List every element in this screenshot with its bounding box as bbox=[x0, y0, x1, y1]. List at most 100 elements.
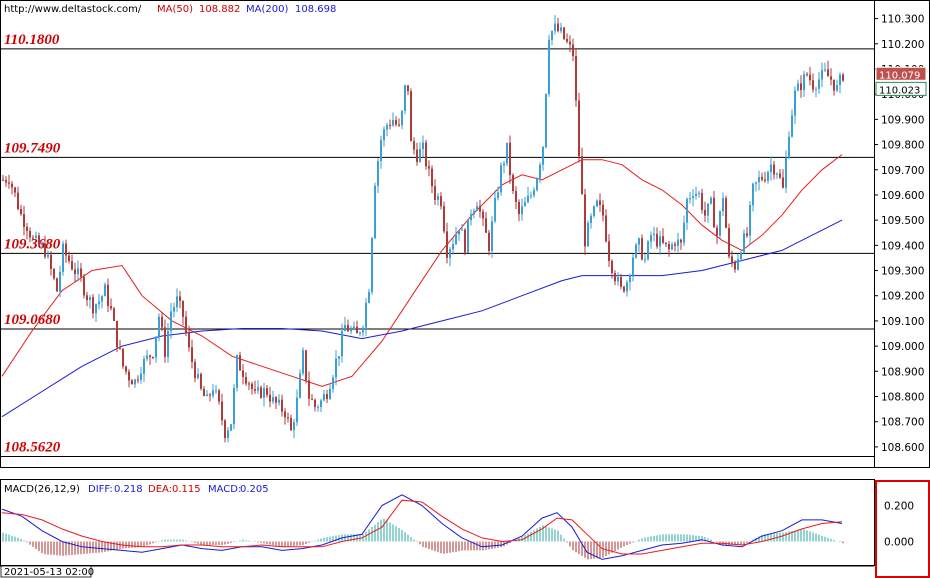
bear-candle bbox=[23, 214, 25, 227]
price-tick-label: 109.500 bbox=[881, 215, 924, 227]
price-tick-label: 109.300 bbox=[881, 266, 924, 278]
bear-candle bbox=[305, 350, 307, 381]
bull-candle bbox=[617, 277, 619, 282]
diff-value: 0.218 bbox=[114, 484, 143, 495]
bull-candle bbox=[371, 238, 373, 292]
bear-candle bbox=[704, 209, 706, 216]
bull-candle bbox=[461, 229, 463, 231]
bear-candle bbox=[281, 399, 283, 412]
bear-candle bbox=[599, 200, 601, 205]
site-url[interactable]: http://www.deltastock.com/ bbox=[4, 4, 142, 15]
bull-candle bbox=[698, 193, 700, 195]
bull-candle bbox=[722, 198, 724, 212]
bear-candle bbox=[428, 166, 430, 169]
bear-candle bbox=[188, 332, 190, 348]
bear-candle bbox=[806, 74, 808, 76]
macd-indicator: 0.200 0.000 bbox=[1, 494, 914, 560]
bear-candle bbox=[26, 226, 28, 231]
bear-candle bbox=[827, 69, 829, 77]
time-label-box bbox=[0, 565, 92, 578]
bull-candle bbox=[710, 197, 712, 204]
bear-candle bbox=[488, 232, 490, 251]
bear-candle bbox=[578, 100, 580, 157]
bear-candle bbox=[413, 141, 415, 150]
bull-candle bbox=[593, 206, 595, 216]
bull-candle bbox=[62, 243, 64, 272]
bear-candle bbox=[464, 229, 466, 253]
ma50-value: 108.882 bbox=[199, 4, 240, 15]
bear-candle bbox=[182, 300, 184, 317]
bull-candle bbox=[794, 90, 796, 116]
bear-candle bbox=[224, 420, 226, 439]
bear-candle bbox=[485, 218, 487, 233]
bull-candle bbox=[377, 161, 379, 186]
bear-candle bbox=[314, 399, 316, 408]
bull-candle bbox=[368, 291, 370, 303]
bull-candle bbox=[176, 296, 178, 308]
bear-candle bbox=[161, 316, 163, 328]
macd-axis-frame[interactable] bbox=[875, 480, 930, 578]
bear-candle bbox=[125, 366, 127, 372]
bear-candle bbox=[668, 244, 670, 250]
bear-candle bbox=[65, 243, 67, 256]
last-price-label: 110.079 bbox=[879, 70, 920, 81]
bear-candle bbox=[398, 124, 400, 126]
bull-candle bbox=[677, 239, 679, 246]
bear-candle bbox=[128, 371, 130, 381]
bull-candle bbox=[143, 358, 145, 374]
bear-candle bbox=[254, 389, 256, 391]
bear-candle bbox=[152, 357, 154, 359]
bear-candle bbox=[83, 276, 85, 296]
bull-candle bbox=[317, 406, 319, 408]
bear-candle bbox=[179, 296, 181, 301]
bear-candle bbox=[284, 411, 286, 418]
bull-candle bbox=[296, 397, 298, 423]
bear-candle bbox=[725, 198, 727, 228]
bear-candle bbox=[761, 177, 763, 180]
macd-label: MACD: bbox=[208, 484, 241, 495]
diff-label: DIFF: bbox=[88, 484, 113, 495]
bull-candle bbox=[227, 430, 229, 439]
macd-tick-label: 0.000 bbox=[884, 536, 914, 548]
bull-candle bbox=[626, 282, 628, 292]
bear-candle bbox=[209, 394, 211, 396]
bull-candle bbox=[329, 388, 331, 400]
last-price-box bbox=[875, 66, 927, 81]
bull-candle bbox=[707, 203, 709, 216]
bull-candle bbox=[257, 387, 259, 391]
bear-candle bbox=[812, 80, 814, 90]
bull-candle bbox=[206, 394, 208, 397]
bear-candle bbox=[509, 142, 511, 176]
bear-candle bbox=[842, 74, 844, 81]
bear-candle bbox=[107, 284, 109, 306]
bear-candle bbox=[11, 183, 13, 188]
bull-candle bbox=[506, 142, 508, 164]
bull-candle bbox=[749, 205, 751, 236]
bull-candle bbox=[323, 394, 325, 401]
bear-candle bbox=[674, 244, 676, 246]
bull-candle bbox=[215, 390, 217, 392]
bear-candle bbox=[242, 370, 244, 377]
bull-candle bbox=[650, 235, 652, 242]
bull-candle bbox=[500, 165, 502, 193]
bear-candle bbox=[602, 204, 604, 216]
bear-candle bbox=[623, 286, 625, 292]
bear-candle bbox=[800, 83, 802, 91]
bear-candle bbox=[773, 164, 775, 175]
bear-candle bbox=[731, 256, 733, 263]
bear-candle bbox=[20, 209, 22, 215]
bear-candle bbox=[746, 233, 748, 236]
price-tick-label: 110.300 bbox=[881, 14, 924, 26]
bear-candle bbox=[347, 324, 349, 332]
bull-candle bbox=[230, 424, 232, 431]
price-tick-label: 109.100 bbox=[881, 316, 924, 328]
price-tick-label: 108.900 bbox=[881, 366, 924, 378]
bull-candle bbox=[401, 110, 403, 126]
macd-value: 0.205 bbox=[240, 484, 269, 495]
level-label: 109.0680 bbox=[4, 312, 61, 328]
bull-candle bbox=[839, 74, 841, 86]
bear-candle bbox=[116, 320, 118, 348]
bear-candle bbox=[113, 308, 115, 321]
bull-candle bbox=[452, 244, 454, 250]
